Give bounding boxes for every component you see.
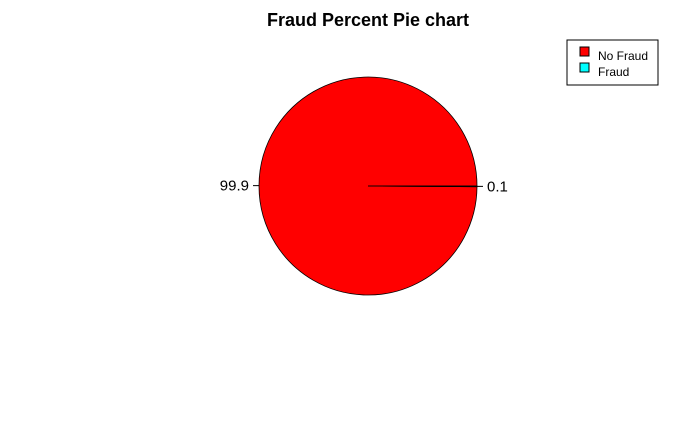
legend-swatch-fraud <box>579 62 590 73</box>
legend-swatch-no-fraud <box>579 46 590 57</box>
pie <box>258 76 478 296</box>
chart-title: Fraud Percent Pie chart <box>267 10 469 30</box>
slice-label-fraud: 0.1 <box>487 178 508 195</box>
slice-label-no-fraud: 99.9 <box>220 178 249 195</box>
slice-labels: 99.9 0.1 <box>220 178 508 196</box>
legend-box <box>566 39 659 86</box>
legend-label-no-fraud: No Fraud <box>598 49 648 63</box>
legend: No Fraud Fraud <box>566 39 659 86</box>
legend-label-fraud: Fraud <box>598 65 629 79</box>
